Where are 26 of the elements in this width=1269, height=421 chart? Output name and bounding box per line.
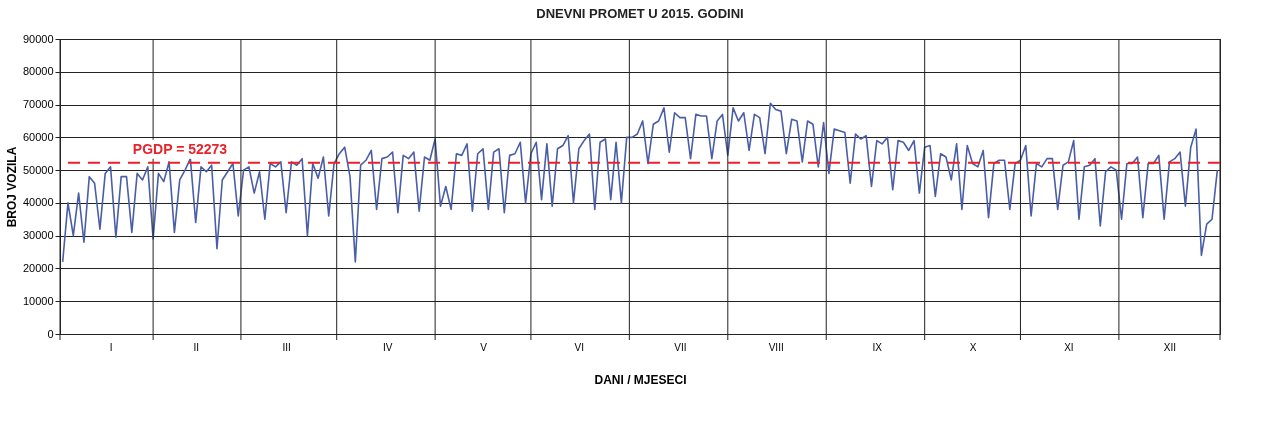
- x-tick-label: VII: [674, 341, 687, 353]
- y-tick-label: 40000: [22, 196, 54, 209]
- y-tick-label: 60000: [22, 130, 54, 143]
- y-tick-label: 50000: [22, 163, 54, 176]
- y-tick-label: 10000: [22, 294, 54, 307]
- y-tick-label: 80000: [22, 65, 54, 78]
- y-tick-label: 30000: [22, 229, 54, 242]
- x-tick-label: IX: [872, 341, 883, 353]
- x-tick-label: V: [480, 341, 488, 353]
- x-tick-label: II: [193, 341, 199, 353]
- x-tick-label: VIII: [768, 341, 784, 353]
- x-tick-label: I: [109, 341, 113, 353]
- ref-line-label: PGDP = 52273: [132, 140, 228, 157]
- x-axis-title: DANI / MJESECI: [594, 372, 687, 387]
- y-tick-label: 70000: [22, 98, 54, 111]
- y-tick-label: 20000: [22, 261, 54, 274]
- x-tick-label: VI: [574, 341, 585, 353]
- x-tick-label: XI: [1064, 341, 1074, 353]
- y-tick-label: 0: [47, 327, 54, 340]
- x-tick-label: III: [282, 341, 291, 353]
- x-tick-label: IV: [383, 341, 393, 353]
- chart-title: DNEVNI PROMET U 2015. GODINI: [536, 6, 744, 21]
- x-tick-label: XII: [1163, 341, 1177, 353]
- y-axis-title: BROJ VOZILA: [4, 146, 19, 228]
- x-tick-label: X: [969, 341, 977, 353]
- y-tick-label: 90000: [22, 32, 54, 45]
